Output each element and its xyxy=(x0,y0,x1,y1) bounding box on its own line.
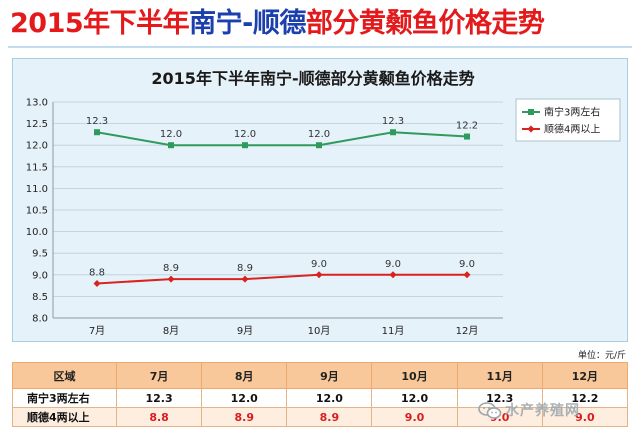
y-tick-label: 9.0 xyxy=(32,270,48,281)
headline: 2015年下半年南宁-顺德部分黄颡鱼价格走势 xyxy=(10,4,630,44)
y-tick-label: 9.5 xyxy=(32,249,48,260)
y-tick-label: 11.0 xyxy=(26,184,48,195)
data-label: 12.0 xyxy=(160,129,182,140)
data-label: 9.0 xyxy=(385,259,401,270)
header-rule xyxy=(8,46,632,48)
y-tick-label: 12.0 xyxy=(26,141,48,152)
table-header-cell: 区域 xyxy=(12,362,117,389)
data-point xyxy=(241,275,249,283)
table-cell: 8.9 xyxy=(286,407,373,427)
x-tick-label: 11月 xyxy=(382,325,405,337)
line-chart: 2015年下半年南宁-顺德部分黄颡鱼价格走势 8.0 8.5 9.0 9.5 10.0 1… xyxy=(26,69,621,337)
chart-frame: 2015年下半年南宁-顺德部分黄颡鱼价格走势 8.0 8.5 9.0 9.5 10.0 1… xyxy=(12,58,628,342)
table-row: 顺德4两以上 8.8 8.9 8.9 9.0 9.0 9.0 xyxy=(12,407,629,427)
data-label: 8.8 xyxy=(89,267,105,278)
table-cell: 12.0 xyxy=(286,388,373,408)
table-cell: 12.0 xyxy=(201,388,288,408)
data-label: 12.3 xyxy=(382,116,404,127)
price-table: 区域 7月 8月 9月 10月 11月 12月 南宁3两左右 12.3 12.0… xyxy=(12,362,629,427)
table-header-cell: 7月 xyxy=(115,362,203,389)
table-cell: 12.0 xyxy=(371,388,458,408)
data-point xyxy=(242,142,248,149)
table-header-cell: 9月 xyxy=(286,362,373,389)
data-point xyxy=(316,142,322,149)
legend-marker xyxy=(528,109,534,115)
chart-title: 2015年下半年南宁-顺德部分黄颡鱼价格走势 xyxy=(151,69,474,88)
table-cell: 8.9 xyxy=(201,407,288,427)
data-label: 12.2 xyxy=(456,121,478,132)
y-tick-label: 12.5 xyxy=(26,119,48,130)
wechat-icon xyxy=(478,401,502,419)
watermark-text: 水产养殖网 xyxy=(505,403,580,419)
y-tick-label: 10.0 xyxy=(26,227,48,238)
data-label: 12.0 xyxy=(308,129,330,140)
unit-note: 单位：元/斤 xyxy=(577,351,626,361)
data-point xyxy=(463,271,471,279)
headline-part-3: 部分黄颡鱼价格走势 xyxy=(305,8,545,39)
x-tick-label: 7月 xyxy=(89,325,105,337)
legend-marker xyxy=(527,125,535,133)
headline-part-2: 南宁-顺德 xyxy=(189,8,306,39)
x-tick-label: 9月 xyxy=(237,325,253,337)
y-tick-label: 8.0 xyxy=(32,314,48,325)
data-label: 8.9 xyxy=(237,263,253,274)
legend-label: 南宁3两左右 xyxy=(544,106,600,119)
table-cell: 9.0 xyxy=(541,407,629,427)
data-label: 9.0 xyxy=(311,259,327,270)
table-header-row: 区域 7月 8月 9月 10月 11月 12月 xyxy=(12,362,629,389)
x-tick-label: 10月 xyxy=(308,325,331,337)
headline-part-1: 2015年下半年 xyxy=(10,8,190,39)
data-point xyxy=(389,271,397,279)
y-tick-label: 8.5 xyxy=(32,292,48,303)
table-row-label: 南宁3两左右 xyxy=(12,388,117,408)
legend-box xyxy=(515,98,621,142)
table-header-cell: 11月 xyxy=(456,362,543,389)
data-point xyxy=(390,129,396,136)
data-label: 8.9 xyxy=(163,263,179,274)
data-label: 12.0 xyxy=(234,129,256,140)
y-tick-label: 10.5 xyxy=(26,206,48,217)
watermark: 水产养殖网 xyxy=(478,400,628,422)
data-label: 12.3 xyxy=(86,116,108,127)
table-cell: 9.0 xyxy=(456,407,543,427)
data-point xyxy=(167,275,175,283)
data-point xyxy=(464,133,470,140)
x-tick-label: 8月 xyxy=(163,325,179,337)
legend-label: 顺德4两以上 xyxy=(544,123,600,136)
series-line xyxy=(96,273,467,285)
y-tick-label: 11.5 xyxy=(26,162,48,173)
table-header-cell: 8月 xyxy=(201,362,288,389)
series-line xyxy=(96,131,468,147)
table-cell: 12.3 xyxy=(115,388,203,408)
table-cell: 12.2 xyxy=(541,388,629,408)
data-point xyxy=(168,142,174,149)
x-tick-label: 12月 xyxy=(456,325,479,337)
data-point xyxy=(93,279,101,287)
table-header-cell: 10月 xyxy=(371,362,458,389)
table-row-label: 顺德4两以上 xyxy=(12,407,117,427)
table-cell: 8.8 xyxy=(115,407,203,427)
data-point xyxy=(94,129,100,136)
series-layer: 12.3 12.0 12.0 12.0 12.3 12.2 8.8 8.9 8.9 9.0 9.0 9… xyxy=(86,116,478,287)
table-header-cell: 12月 xyxy=(541,362,629,389)
y-tick-label: 13.0 xyxy=(26,98,48,109)
table-cell: 9.0 xyxy=(371,407,458,427)
data-point xyxy=(315,271,323,279)
data-label: 9.0 xyxy=(459,259,475,270)
